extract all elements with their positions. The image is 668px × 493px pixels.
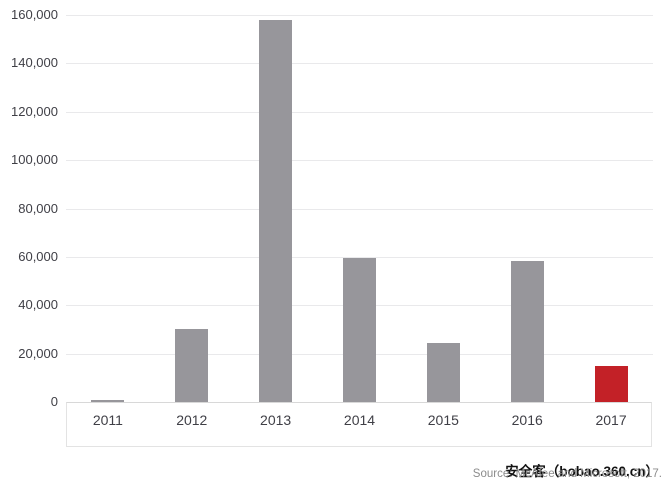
y-axis-tick-label: 140,000 — [11, 55, 58, 71]
gridline-60000 — [66, 256, 653, 258]
gridline-160000 — [66, 15, 653, 16]
gridline-80000 — [66, 208, 653, 210]
source-caption: Source: McAfee and Microsoft, 2017. — [472, 468, 662, 480]
gridline-140000 — [66, 63, 653, 65]
y-axis-tick-label: 60,000 — [18, 248, 58, 264]
x-axis-tick-label-2016: 2016 — [511, 412, 543, 428]
gridline-120000 — [66, 111, 653, 113]
bar-2014 — [343, 258, 376, 402]
bar-2013 — [259, 19, 293, 402]
y-axis-tick-label: 40,000 — [18, 297, 58, 313]
x-axis-tick-label-2011: 2011 — [92, 412, 123, 428]
y-axis-tick-label: 80,000 — [18, 200, 58, 216]
x-axis-tick-label-2017: 2017 — [595, 412, 627, 428]
x-axis-label-box — [66, 402, 652, 447]
y-axis-tick-label: 20,000 — [18, 345, 58, 361]
bar-2011 — [91, 399, 125, 402]
bar-2017 — [594, 365, 628, 402]
bar-2015 — [426, 342, 460, 402]
x-axis-tick-label-2012: 2012 — [176, 412, 208, 428]
y-axis-tick-label: 120,000 — [11, 103, 58, 119]
watermark: 安全客（bobao.360.cn） — [505, 464, 659, 479]
bar-2012 — [175, 329, 209, 402]
x-axis-tick-label-2015: 2015 — [427, 412, 459, 428]
y-axis-tick-label: 160,000 — [11, 7, 58, 22]
gridline-100000 — [66, 160, 653, 162]
x-axis-tick-label-2014: 2014 — [343, 412, 376, 428]
y-axis-tick-label: 100,000 — [11, 152, 58, 168]
x-axis-tick-label-2013: 2013 — [260, 412, 292, 428]
bar-2016 — [510, 260, 544, 402]
y-axis-tick-label: 0 — [50, 394, 58, 409]
